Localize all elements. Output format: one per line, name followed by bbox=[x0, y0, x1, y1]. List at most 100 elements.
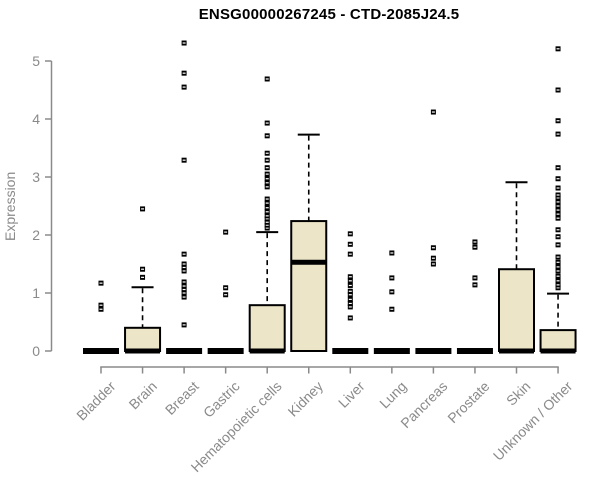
outlier-point-center bbox=[473, 277, 477, 279]
outlier-point-center bbox=[182, 42, 186, 44]
outlier-point-center bbox=[556, 48, 560, 50]
outlier-point-center bbox=[265, 202, 269, 204]
boxplot-breast bbox=[166, 40, 203, 354]
outlier-point-center bbox=[348, 317, 352, 319]
x-axis bbox=[100, 366, 559, 374]
y-tick-label: 5 bbox=[32, 53, 40, 69]
outlier-point-center bbox=[390, 277, 394, 279]
box bbox=[498, 268, 535, 352]
outlier-point-center bbox=[473, 246, 477, 248]
outlier-point-center bbox=[265, 221, 269, 223]
outlier-point-center bbox=[556, 236, 560, 238]
y-tick-label: 3 bbox=[32, 169, 40, 185]
outlier-point-center bbox=[182, 159, 186, 161]
outlier-point-center bbox=[556, 261, 560, 263]
outlier-point-center bbox=[556, 209, 560, 211]
outlier-point-center bbox=[556, 266, 560, 268]
collapsed-box bbox=[166, 348, 203, 354]
outlier-point-center bbox=[556, 256, 560, 258]
collapsed-box bbox=[415, 348, 452, 354]
outlier-point-center bbox=[556, 229, 560, 231]
outlier-point-center bbox=[556, 89, 560, 91]
outlier-point-center bbox=[556, 270, 560, 272]
outlier-point-center bbox=[265, 167, 269, 169]
boxplot-kidney bbox=[290, 133, 328, 352]
outlier-point-center bbox=[99, 304, 103, 306]
outlier-point-center bbox=[265, 159, 269, 161]
collapsed-box bbox=[207, 348, 244, 354]
outlier-point-center bbox=[265, 152, 269, 154]
outlier-point-center bbox=[182, 86, 186, 88]
outlier-point-center bbox=[431, 257, 435, 259]
outlier-point-center bbox=[556, 217, 560, 219]
outlier-point-center bbox=[265, 211, 269, 213]
outlier-point-center bbox=[265, 78, 269, 80]
outlier-point-center bbox=[556, 205, 560, 207]
outlier-point-center bbox=[556, 275, 560, 277]
outlier-point-center bbox=[473, 241, 477, 243]
y-tick-label: 1 bbox=[32, 285, 40, 301]
y-axis-title: Expression bbox=[2, 171, 18, 241]
outlier-point-center bbox=[348, 280, 352, 282]
outlier-point-center bbox=[265, 224, 269, 226]
outlier-point-center bbox=[556, 194, 560, 196]
outlier-point-center bbox=[182, 285, 186, 287]
median-line bbox=[540, 348, 576, 354]
outlier-point-center bbox=[390, 291, 394, 293]
outlier-point-center bbox=[556, 244, 560, 246]
outlier-point-center bbox=[390, 308, 394, 310]
outlier-point-center bbox=[182, 324, 186, 326]
outlier-point-center bbox=[182, 263, 186, 265]
outlier-point-center bbox=[556, 120, 560, 122]
y-tick-label: 0 bbox=[32, 343, 40, 359]
outlier-point-center bbox=[556, 178, 560, 180]
y-axis: 0 1 2 3 4 5 bbox=[32, 53, 53, 359]
outlier-point-center bbox=[182, 292, 186, 294]
outlier-point-center bbox=[348, 284, 352, 287]
outlier-point-center bbox=[348, 294, 352, 296]
boxplot-brain bbox=[124, 206, 162, 354]
outlier-point-center bbox=[224, 231, 228, 233]
outlier-point-center bbox=[556, 133, 560, 135]
box bbox=[290, 220, 328, 352]
outlier-point-center bbox=[141, 268, 145, 270]
median-line bbox=[125, 348, 161, 354]
boxplot-unknown-other bbox=[539, 46, 577, 354]
chart-title: ENSG00000267245 - CTD-2085J24.5 bbox=[198, 6, 460, 23]
boxplot-gastric bbox=[207, 229, 244, 354]
outlier-point-center bbox=[431, 247, 435, 249]
outlier-point-center bbox=[431, 111, 435, 113]
outlier-point-center bbox=[99, 282, 103, 284]
outlier-point-center bbox=[348, 302, 352, 305]
box bbox=[124, 326, 162, 352]
outlier-point-center bbox=[182, 296, 186, 298]
outlier-point-center bbox=[348, 233, 352, 235]
boxplot-pancreas bbox=[415, 109, 452, 354]
boxplot-lung bbox=[373, 250, 410, 354]
y-tick-label: 2 bbox=[32, 227, 40, 243]
outlier-point-center bbox=[224, 294, 228, 296]
outlier-point-center bbox=[348, 306, 352, 308]
outlier-point-center bbox=[141, 276, 145, 278]
outlier-point-center bbox=[348, 290, 352, 292]
outlier-point-center bbox=[556, 167, 560, 169]
outlier-point-center bbox=[182, 266, 186, 269]
outlier-point-center bbox=[556, 213, 560, 215]
outlier-point-center bbox=[265, 215, 269, 217]
box bbox=[539, 329, 577, 352]
outlier-point-center bbox=[265, 122, 269, 124]
outlier-point-center bbox=[265, 227, 269, 229]
outlier-point-center bbox=[556, 284, 560, 286]
outlier-point-center bbox=[556, 187, 560, 189]
outlier-point-center bbox=[265, 178, 269, 180]
median-line bbox=[249, 348, 285, 354]
outlier-point-center bbox=[265, 198, 269, 200]
outlier-point-center bbox=[348, 298, 352, 300]
collapsed-box bbox=[456, 348, 493, 354]
collapsed-box bbox=[83, 348, 119, 354]
outlier-point-center bbox=[265, 182, 269, 184]
boxplot-prostate bbox=[456, 239, 493, 354]
outlier-point-center bbox=[182, 288, 186, 291]
